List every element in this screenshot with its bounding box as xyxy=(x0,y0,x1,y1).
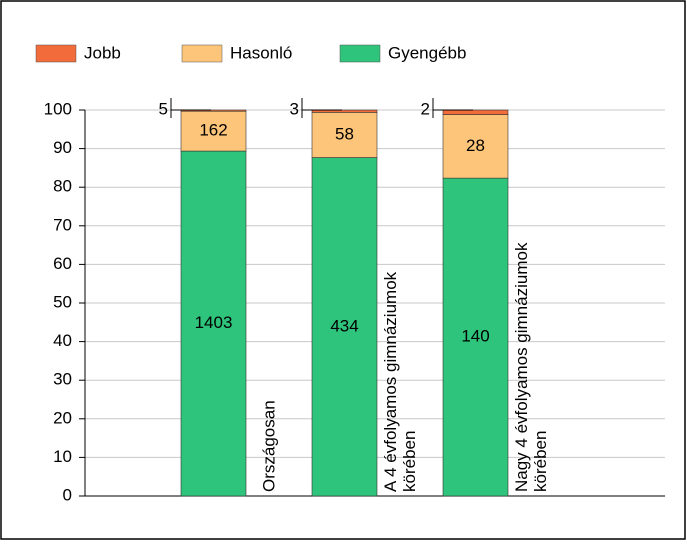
y-tick-label: 30 xyxy=(53,370,72,389)
bar-segment xyxy=(311,112,378,158)
legend-swatch xyxy=(35,44,77,63)
data-label: 28 xyxy=(466,136,485,155)
x-tick-label: Országosan xyxy=(259,400,278,492)
legend-swatch xyxy=(339,44,381,63)
data-label: 58 xyxy=(335,124,354,143)
legend-swatch xyxy=(181,44,223,63)
data-label: 3 xyxy=(290,99,299,118)
bar-segment xyxy=(180,109,247,112)
bar-segment xyxy=(442,114,509,179)
y-tick-label: 70 xyxy=(53,215,72,234)
bar-segment xyxy=(311,109,378,113)
y-tick-label: 20 xyxy=(53,408,72,427)
legend-label: Gyengébb xyxy=(388,43,466,62)
y-tick-label: 60 xyxy=(53,254,72,273)
x-tick-label: A 4 évfolyamos gimnáziumok körében xyxy=(381,267,419,492)
bar-segment xyxy=(180,150,247,497)
y-tick-label: 40 xyxy=(53,331,72,350)
y-tick-label: 100 xyxy=(44,99,72,118)
y-tick-label: 50 xyxy=(53,292,72,311)
y-tick-label: 10 xyxy=(53,447,72,466)
legend-label: Hasonló xyxy=(230,43,292,62)
x-tick-label: Nagy 4 évfolyamos gimnáziumok körében xyxy=(512,238,550,492)
data-label: 1403 xyxy=(195,313,233,332)
data-label: 162 xyxy=(199,121,227,140)
y-tick-label: 80 xyxy=(53,177,72,196)
bar-segment xyxy=(442,109,509,115)
data-label: 2 xyxy=(421,99,430,118)
bar-segment xyxy=(311,157,378,497)
data-label: 434 xyxy=(330,316,358,335)
y-tick-label: 0 xyxy=(63,485,72,504)
legend-label: Jobb xyxy=(84,43,121,62)
data-label: 5 xyxy=(159,99,168,118)
y-tick-label: 90 xyxy=(53,138,72,157)
data-label: 140 xyxy=(461,327,489,346)
